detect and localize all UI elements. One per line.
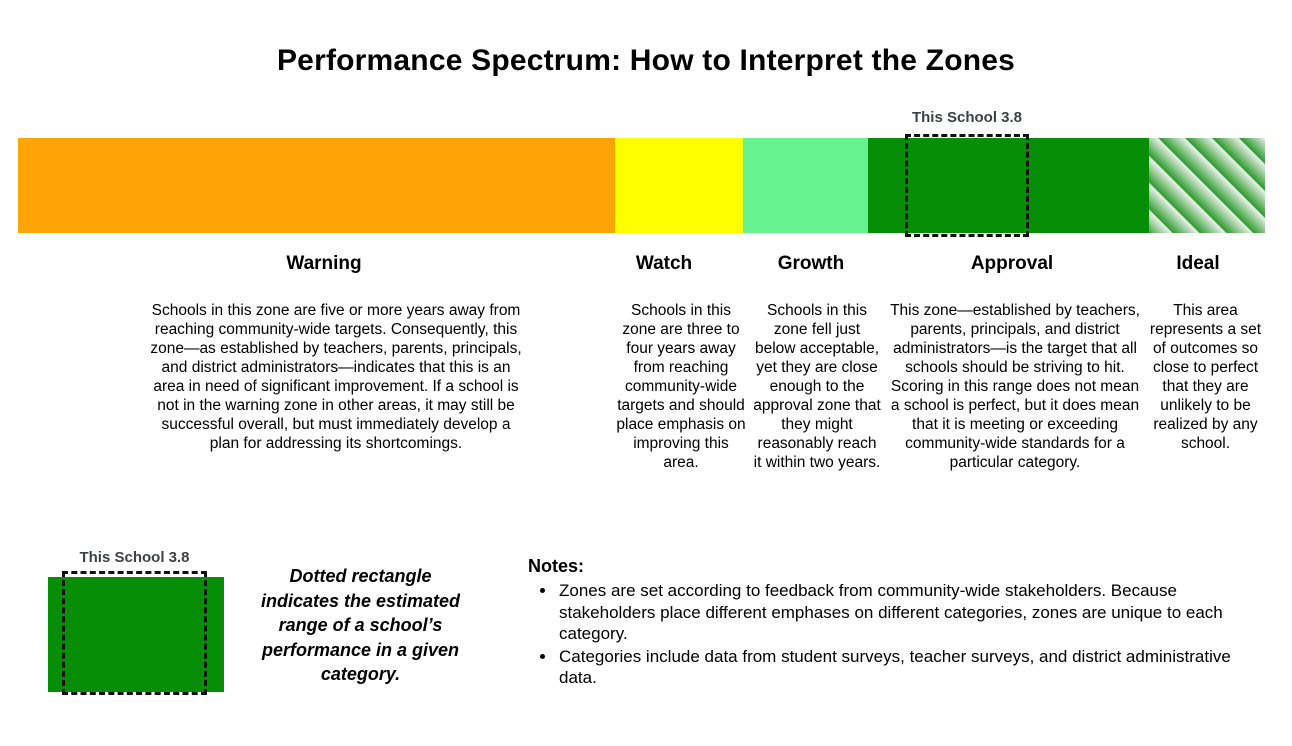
zone-label-ideal: Ideal — [1176, 253, 1220, 274]
school-range-marker — [905, 134, 1029, 237]
zone-segment-approval — [868, 138, 1149, 233]
zone-segment-ideal-striped — [1149, 138, 1265, 233]
page-title: Performance Spectrum: How to Interpret t… — [276, 44, 1016, 77]
spectrum-bar — [18, 138, 1265, 233]
zone-segment-growth — [743, 138, 868, 233]
zone-description-growth: Schools in this zone fell just below acc… — [753, 302, 881, 471]
zone-label-approval: Approval — [970, 253, 1054, 274]
this-school-score-label-legend: This School 3.8 — [79, 549, 190, 566]
zone-segment-watch — [615, 138, 743, 233]
zone-description-warning: Schools in this zone are five or more ye… — [150, 302, 522, 452]
note-item-categories: Categories include data from student sur… — [557, 646, 1273, 689]
legend-green-swatch — [48, 577, 224, 692]
zone-description-approval: This zone—established by teachers, paren… — [890, 302, 1140, 471]
notes-list: Zones are set according to feedback from… — [532, 580, 1273, 690]
zone-segment-warning — [18, 138, 615, 233]
notes-heading: Notes: — [528, 556, 585, 576]
note-item-zones: Zones are set according to feedback from… — [557, 580, 1273, 645]
zone-label-watch: Watch — [635, 253, 693, 274]
legend-caption: Dotted rectangle indicates the estimated… — [260, 566, 461, 684]
zone-description-ideal: This area represents a set of outcomes s… — [1149, 302, 1262, 452]
zone-description-watch: Schools in this zone are three to four y… — [616, 302, 746, 471]
legend-dashed-rectangle — [62, 571, 207, 695]
zone-label-growth: Growth — [777, 253, 845, 274]
this-school-score-label-top: This School 3.8 — [911, 109, 1023, 126]
zone-label-warning: Warning — [286, 253, 362, 274]
